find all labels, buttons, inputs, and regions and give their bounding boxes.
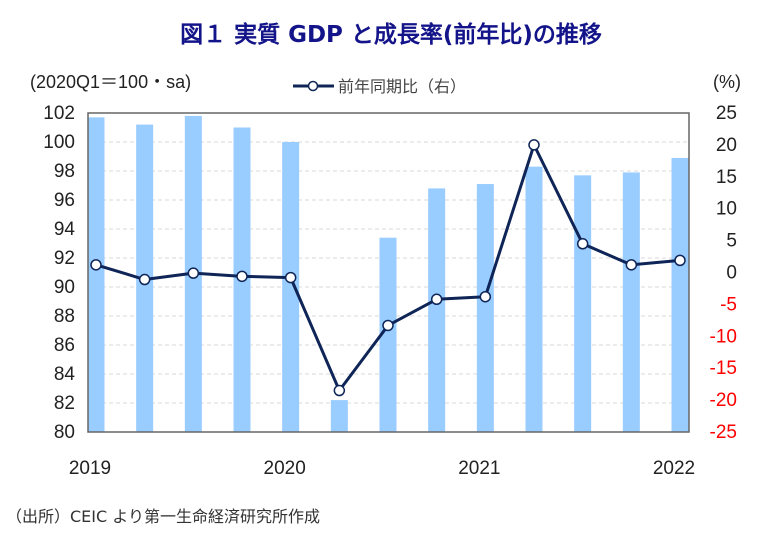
x-tick-label: 2019 [69, 458, 111, 479]
chart-title: 図１ 実質 GDP と成長率(前年比)の推移 [180, 21, 602, 48]
plot-frame [87, 112, 690, 433]
bar-2022Q1 [671, 157, 689, 432]
right-tick-label: 20 [716, 135, 737, 156]
x-tick-label: 2022 [653, 458, 695, 479]
line-point-2019Q3 [187, 267, 200, 279]
line-point-2020Q4 [430, 293, 443, 306]
bar-2019Q1 [88, 117, 105, 432]
left-tick-label: 82 [54, 393, 75, 414]
right-tick-label: -10 [710, 326, 737, 347]
left-tick-label: 88 [54, 306, 75, 327]
x-tick-label: 2020 [264, 458, 306, 479]
right-tick-label: 0 [726, 263, 737, 284]
line-point-2021Q1 [479, 290, 492, 303]
line-point-2020Q3 [382, 319, 394, 332]
legend: 前年同期比（右） [293, 77, 466, 96]
x-tick-label: 2021 [458, 458, 500, 479]
right-tick-label: -25 [710, 422, 737, 443]
right-tick-label: -20 [710, 390, 737, 411]
line-point-2020Q2 [333, 384, 346, 397]
left-tick-label: 100 [43, 132, 75, 153]
line-point-2019Q1 [90, 259, 102, 271]
bar-2020Q1 [282, 142, 300, 432]
legend-marker [307, 80, 319, 92]
left-tick-label: 80 [54, 422, 75, 443]
right-tick-label: -15 [710, 358, 737, 379]
left-tick-label: 84 [54, 364, 76, 385]
bar-2020Q2 [330, 400, 348, 432]
left-tick-label: 90 [54, 277, 75, 298]
line-point-2021Q2 [528, 139, 540, 151]
line-point-2021Q3 [576, 238, 589, 250]
line-point-2019Q2 [138, 273, 151, 286]
legend-label: 前年同期比（右） [338, 77, 466, 96]
left-tick-label: 98 [54, 161, 75, 182]
line-point-2022Q1 [674, 254, 686, 267]
left-tick-label: 94 [54, 219, 76, 240]
left-tick-label: 96 [54, 190, 75, 211]
right-axis-label: (%) [713, 72, 741, 92]
right-tick-label: -5 [720, 294, 737, 315]
line-point-2020Q1 [284, 271, 297, 284]
line-point-2019Q4 [236, 270, 248, 283]
right-tick-label: 15 [716, 167, 737, 188]
left-tick-label: 86 [54, 335, 75, 356]
right-tick-label: 5 [726, 231, 737, 252]
bar-2021Q4 [622, 172, 640, 432]
right-tick-label: 25 [716, 103, 737, 124]
left-tick-label: 102 [43, 103, 75, 124]
source-note: （出所）CEIC より第一生命経済研究所作成 [6, 507, 320, 526]
bar-2021Q1 [476, 184, 494, 432]
right-tick-label: 10 [716, 199, 737, 220]
left-axis-label: (2020Q1＝100・sa) [30, 72, 191, 92]
left-tick-label: 92 [54, 248, 75, 269]
bar-2020Q4 [428, 188, 446, 432]
bar-2020Q3 [379, 237, 397, 432]
line-point-2021Q4 [625, 259, 638, 271]
bar-2021Q3 [574, 175, 592, 432]
bar-2021Q2 [525, 166, 543, 432]
